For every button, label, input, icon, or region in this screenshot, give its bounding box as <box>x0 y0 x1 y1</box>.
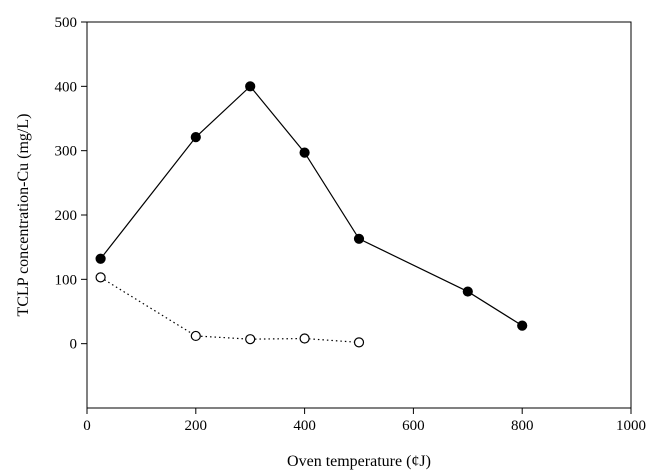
x-tick-label: 400 <box>293 418 316 434</box>
x-tick-label: 0 <box>83 418 91 434</box>
series-2-point <box>190 330 201 342</box>
y-tick-label: 0 <box>70 337 78 353</box>
y-tick-label: 400 <box>55 79 78 95</box>
y-tick-label: 200 <box>55 208 78 224</box>
x-axis-title: Oven temperature (¢J) <box>287 453 431 470</box>
series-1-point <box>95 253 106 264</box>
series-1-point <box>299 147 310 158</box>
y-axis-ticks: 0 100 200 300 400 500 <box>55 15 87 353</box>
series-1-point <box>353 233 365 244</box>
series-2-point <box>353 337 365 348</box>
y-tick-label: 300 <box>55 144 78 160</box>
y-axis-title: TCLP concentration-Cu (mg/L) <box>15 114 32 317</box>
y-tick-label: 500 <box>55 15 78 31</box>
x-tick-label: 800 <box>511 418 534 434</box>
x-axis-ticks: 0 200 400 600 800 1000 <box>83 408 646 434</box>
x-tick-label: 1000 <box>616 418 646 434</box>
series-2-point <box>95 272 106 283</box>
series-2-point <box>245 334 256 345</box>
series-1-point <box>190 132 201 143</box>
series-points <box>95 81 528 348</box>
series-2-line <box>100 276 360 343</box>
series-1-point <box>462 286 473 297</box>
x-tick-label: 600 <box>402 418 425 434</box>
series-1-line <box>100 85 523 327</box>
y-tick-label: 100 <box>55 272 78 288</box>
series-1-point <box>245 81 256 92</box>
series-2-point <box>299 333 310 344</box>
x-tick-label: 200 <box>185 418 208 434</box>
plot-frame <box>86 21 632 409</box>
series-1-point <box>517 320 528 331</box>
series-lines <box>100 85 523 343</box>
